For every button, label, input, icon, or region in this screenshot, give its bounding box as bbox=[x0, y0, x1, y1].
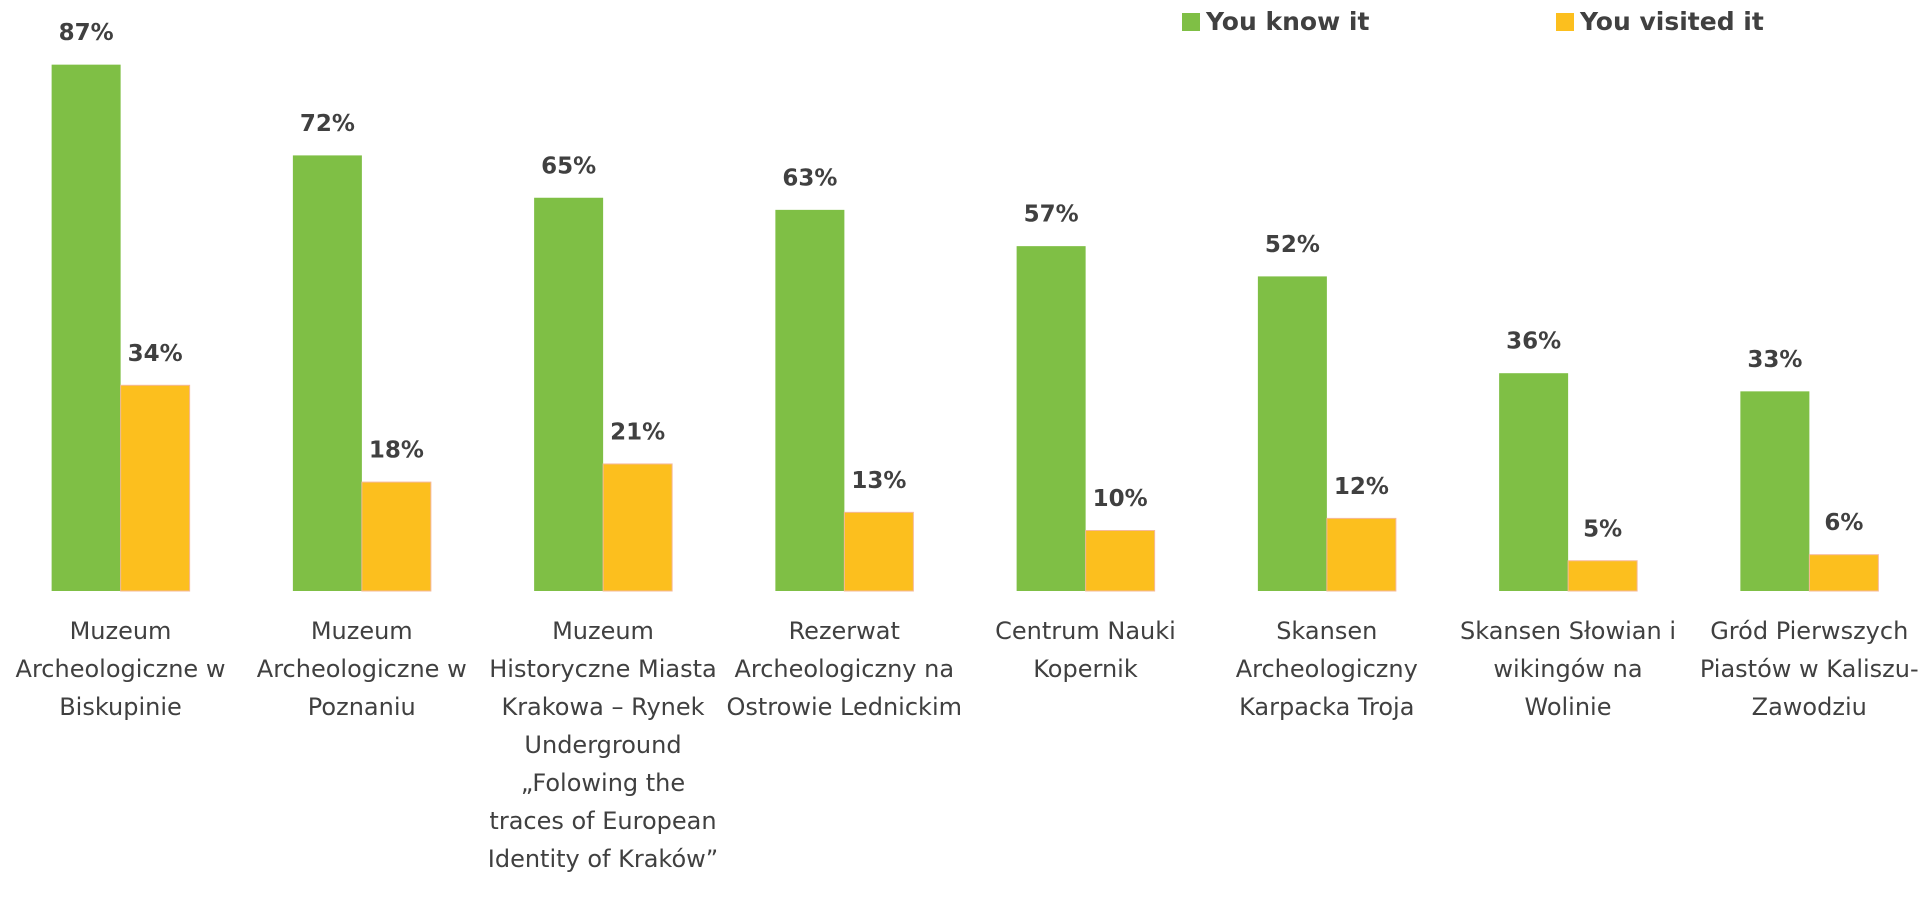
bar bbox=[1326, 517, 1397, 592]
value-label: 21% bbox=[610, 419, 665, 445]
bar bbox=[1499, 373, 1569, 591]
bar bbox=[1567, 560, 1638, 592]
x-tick-label: Muzeum Archeologiczne w Biskupinie bbox=[15, 617, 226, 721]
value-label: 72% bbox=[300, 111, 355, 137]
legend-label: You visited it bbox=[1579, 7, 1764, 36]
bar bbox=[1257, 276, 1327, 591]
legend-swatch bbox=[1182, 13, 1200, 31]
x-tick-label: Skansen Archeologiczny Karpacka Troja bbox=[1235, 617, 1418, 721]
bar bbox=[1016, 246, 1086, 591]
x-tick-label: Gród Pierwszych Piastów w Kaliszu-Zawodz… bbox=[1699, 617, 1919, 721]
value-label: 63% bbox=[782, 165, 837, 191]
value-label: 12% bbox=[1334, 474, 1389, 500]
value-label: 36% bbox=[1506, 329, 1561, 355]
value-label: 65% bbox=[541, 153, 596, 179]
x-tick-label: Rezerwat Archeologiczny na Ostrowie Ledn… bbox=[726, 617, 963, 721]
x-tick-label: Muzeum Historyczne Miasta Krakowa – Ryne… bbox=[487, 617, 719, 873]
value-label: 10% bbox=[1093, 486, 1148, 512]
value-label: 6% bbox=[1824, 510, 1863, 536]
x-tick-label: Skansen Słowian i wikingów na Wolinie bbox=[1460, 617, 1676, 721]
bar bbox=[602, 463, 673, 592]
value-label: 57% bbox=[1024, 202, 1079, 228]
bar bbox=[534, 197, 604, 591]
bar bbox=[1085, 530, 1156, 592]
value-label: 34% bbox=[128, 341, 183, 367]
value-label: 87% bbox=[59, 20, 114, 46]
x-tick-label: Centrum Nauki Kopernik bbox=[995, 617, 1176, 683]
bar bbox=[843, 511, 914, 592]
bar bbox=[1740, 391, 1810, 591]
legend-label: You know it bbox=[1205, 7, 1369, 36]
bar bbox=[361, 481, 432, 592]
value-label: 5% bbox=[1583, 516, 1622, 542]
value-label: 18% bbox=[369, 438, 424, 464]
bar bbox=[292, 155, 362, 591]
bar bbox=[1808, 554, 1879, 592]
value-label: 13% bbox=[851, 468, 906, 494]
legend-swatch bbox=[1556, 13, 1574, 31]
value-label: 52% bbox=[1265, 232, 1320, 258]
x-tick-label: Muzeum Archeologiczne w Poznaniu bbox=[256, 617, 467, 721]
bar bbox=[775, 209, 845, 591]
bar bbox=[51, 64, 121, 591]
bar bbox=[120, 384, 191, 592]
value-label: 33% bbox=[1747, 347, 1802, 373]
